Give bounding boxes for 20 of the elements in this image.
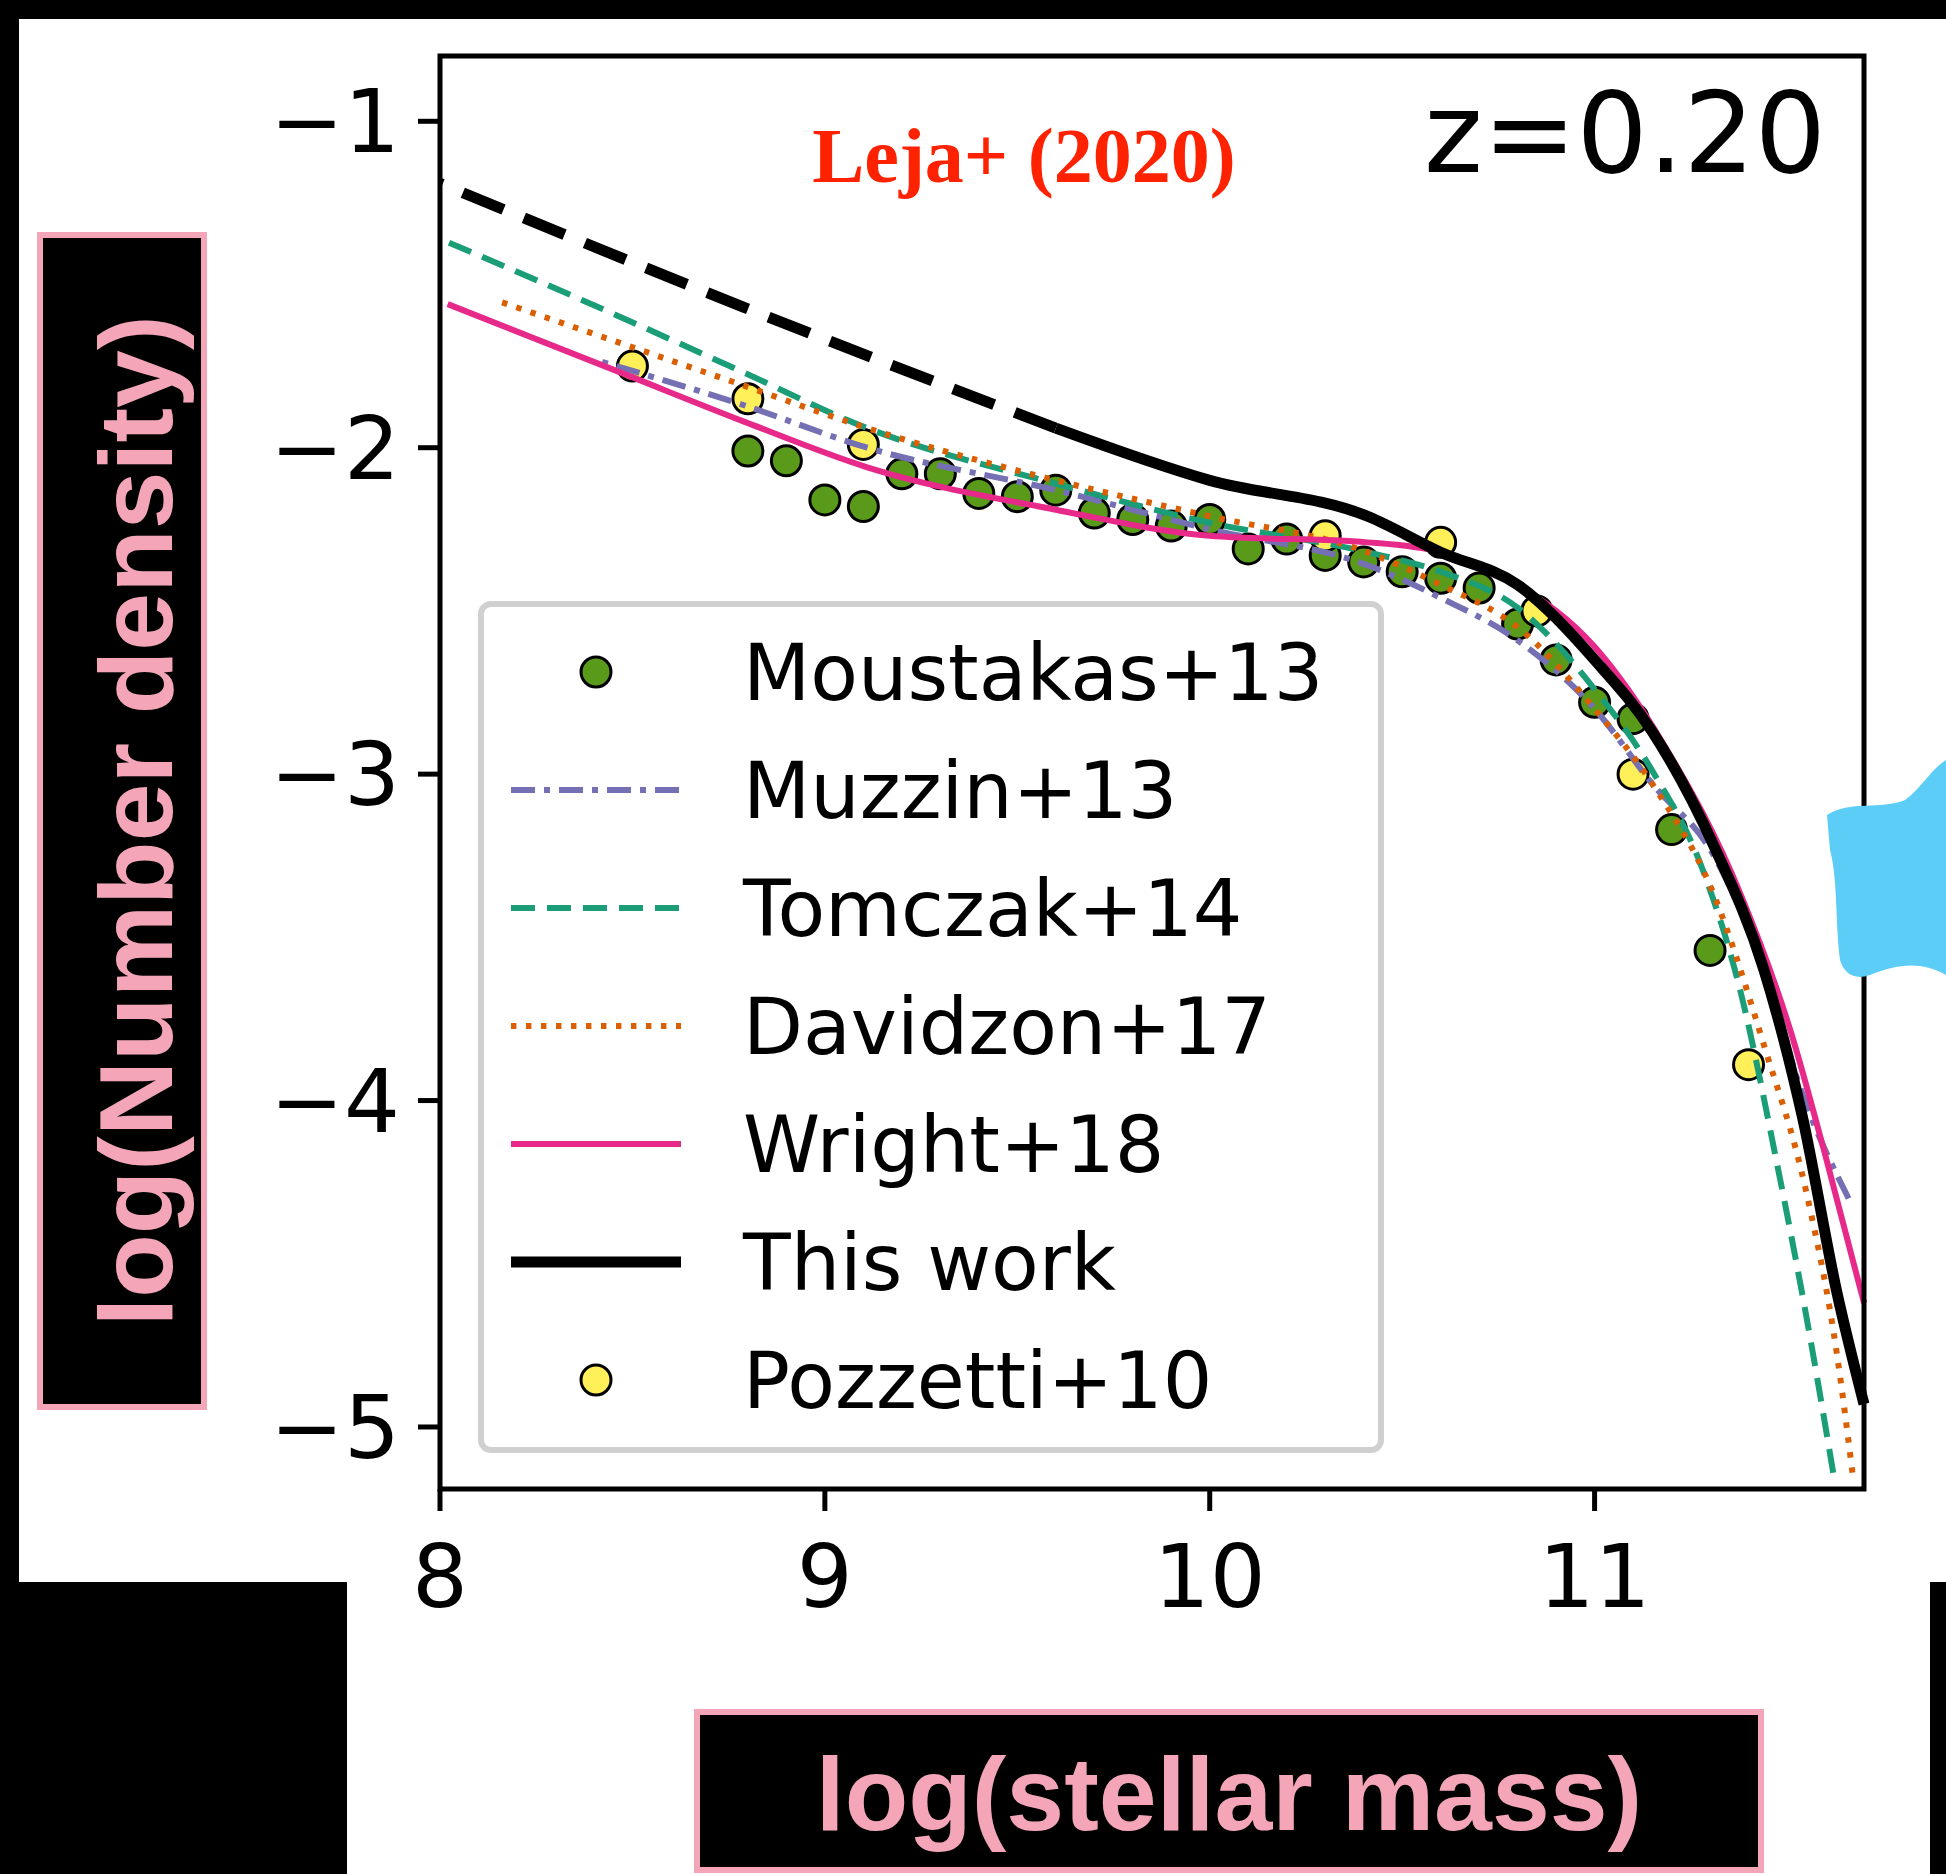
y-tick-label: −5: [270, 1375, 400, 1479]
x-axis-title: log(stellar mass): [815, 1736, 1643, 1852]
y-axis-title: log(Number density): [78, 315, 194, 1327]
x-tick-label: 9: [796, 1525, 853, 1628]
y-tick-label: −3: [270, 723, 400, 827]
annotation: z=0.20: [1423, 68, 1826, 198]
legend-label: Muzzin+13: [743, 746, 1178, 836]
legend-label: Pozzetti+10: [743, 1336, 1213, 1426]
legend-label: Wright+18: [743, 1100, 1165, 1190]
y-tick-label: −4: [270, 1049, 400, 1153]
annotation: Leja+ (2020): [812, 112, 1236, 199]
y-tick-label: −2: [270, 396, 400, 500]
legend-label: Moustakas+13: [743, 628, 1324, 718]
legend-label: Davidzon+17: [743, 982, 1271, 1072]
legend-label: Tomczak+14: [742, 864, 1243, 954]
x-tick-label: 10: [1153, 1525, 1266, 1628]
legend-label: This work: [742, 1218, 1116, 1308]
y-tick-label: −1: [270, 70, 400, 174]
x-tick-label: 11: [1538, 1525, 1651, 1628]
x-tick-label: 8: [412, 1525, 468, 1628]
